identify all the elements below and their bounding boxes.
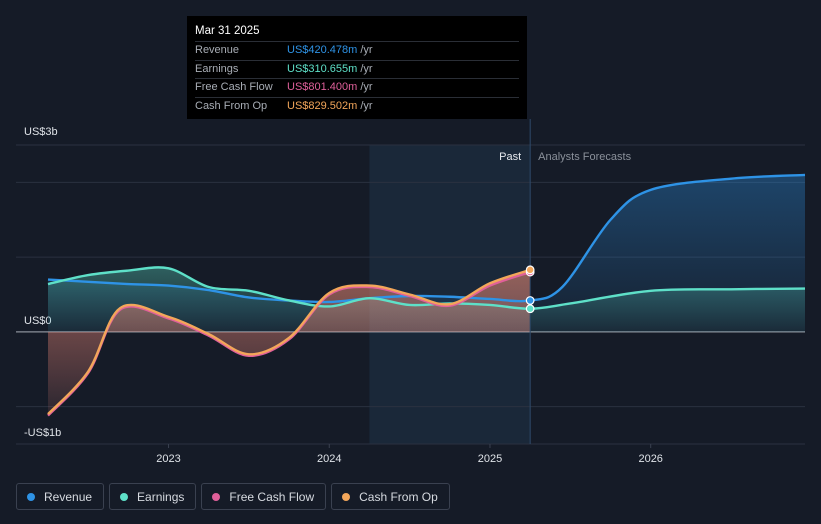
legend-item-earnings[interactable]: Earnings	[109, 483, 197, 510]
legend-label: Revenue	[44, 489, 93, 504]
x-tick-label: 2026	[638, 453, 662, 465]
cash-from-op-line	[47, 268, 531, 415]
legend-label: Free Cash Flow	[229, 489, 315, 504]
y-tick-label: -US$1b	[24, 427, 61, 439]
legend-item-revenue[interactable]: Revenue	[16, 483, 105, 510]
tooltip-value: US$420.478m	[287, 44, 358, 56]
earnings-dot-icon	[120, 492, 129, 501]
cfo-dot-icon	[342, 492, 351, 501]
past-label: Past	[499, 151, 521, 163]
x-tick-label: 2025	[478, 453, 502, 465]
tooltip-value: US$801.400m	[287, 81, 358, 93]
tooltip-unit: /yr	[360, 99, 373, 112]
x-tick-label: 2023	[156, 453, 180, 465]
tooltip-row-cfo: Cash From Op US$829.502m /yr	[195, 96, 519, 116]
earnings-marker	[525, 304, 535, 314]
fcf-dot-icon	[212, 492, 221, 501]
x-tick-label: 2024	[317, 453, 341, 465]
legend-label: Earnings	[137, 489, 185, 504]
tooltip: Mar 31 2025 Revenue US$420.478m /yr Earn…	[187, 16, 527, 119]
tooltip-row-revenue: Revenue US$420.478m /yr	[195, 41, 519, 60]
tooltip-label: Cash From Op	[195, 99, 268, 112]
tooltip-value: US$310.655m	[287, 62, 358, 75]
tooltip-unit: /yr	[360, 44, 373, 56]
tooltip-unit: /yr	[360, 81, 373, 93]
revenue-marker	[525, 296, 535, 305]
y-tick-label: US$3b	[24, 126, 58, 138]
tooltip-row-earnings: Earnings US$310.655m /yr	[195, 59, 519, 79]
tooltip-value: US$829.502m	[287, 99, 358, 112]
revenue-line	[47, 173, 806, 304]
tooltip-date: Mar 31 2025	[195, 25, 260, 37]
tooltip-label: Revenue	[195, 44, 240, 56]
earnings-line	[47, 266, 806, 310]
legend-label: Cash From Op	[359, 489, 438, 504]
tooltip-unit: /yr	[360, 62, 373, 75]
tooltip-label: Earnings	[195, 62, 239, 75]
legend-item-cash-from-op[interactable]: Cash From Op	[331, 483, 450, 510]
legend-item-free-cash-flow[interactable]: Free Cash Flow	[201, 483, 327, 510]
cash-from-op-marker	[525, 265, 535, 275]
forecast-label: Analysts Forecasts	[538, 151, 631, 163]
earnings-area	[48, 267, 805, 332]
revenue-dot-icon	[27, 492, 35, 501]
y-tick-label: US$0	[24, 315, 52, 327]
tooltip-row-fcf: Free Cash Flow US$801.400m /yr	[195, 78, 519, 97]
legend: Revenue Earnings Free Cash Flow Cash Fro…	[16, 483, 450, 510]
tooltip-label: Free Cash Flow	[195, 81, 273, 93]
